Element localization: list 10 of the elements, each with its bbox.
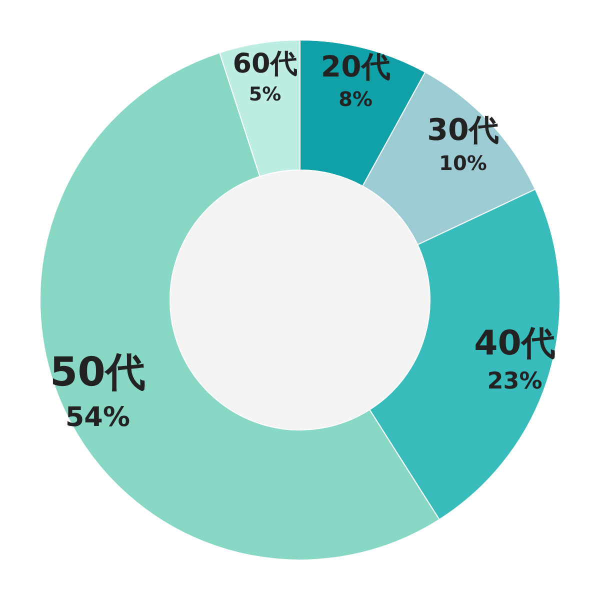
- data-label: 10%: [439, 150, 487, 175]
- slice-label: 50代: [50, 350, 146, 396]
- slice-label: 20代: [320, 49, 390, 84]
- slice-label: 60代: [232, 48, 298, 80]
- slice-label: 30代: [427, 112, 499, 148]
- data-label: 54%: [65, 402, 130, 434]
- data-label: 23%: [487, 368, 542, 395]
- slice-label: 40代: [474, 323, 556, 364]
- data-label: 8%: [338, 86, 373, 111]
- data-label: 5%: [248, 84, 282, 106]
